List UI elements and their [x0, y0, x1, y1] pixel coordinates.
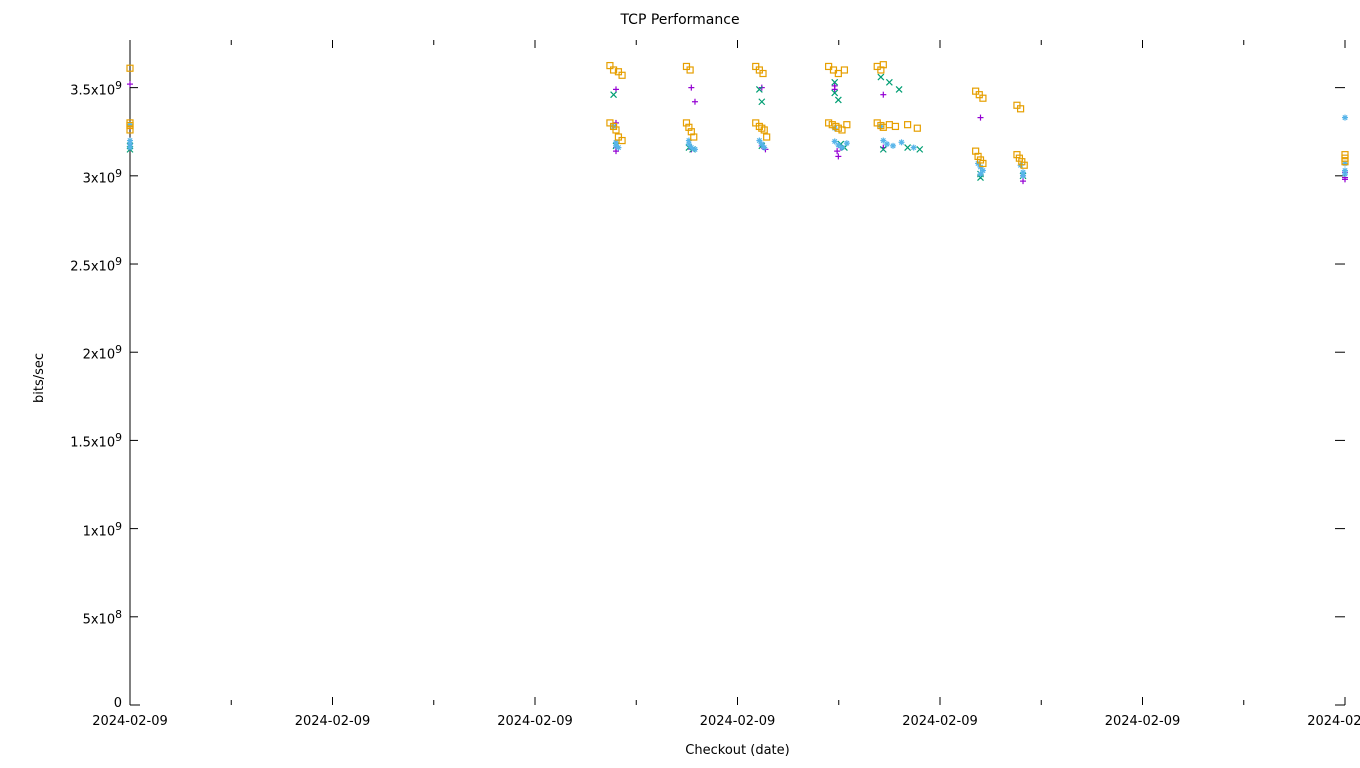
series-series-3 [127, 115, 1348, 179]
series-series-4 [127, 62, 1348, 169]
x-tick-label: 2024-02-09 [295, 714, 371, 729]
x-tick-label: 2024-02-09 [497, 714, 573, 729]
chart-title: TCP Performance [0, 12, 1360, 28]
y-tick-label: 2x109 [83, 343, 122, 362]
x-tick-label: 2024-02-10 [1307, 714, 1360, 729]
x-tick-label: 2024-02-09 [92, 714, 168, 729]
x-tick-label: 2024-02-09 [700, 714, 776, 729]
x-tick-label: 2024-02-09 [902, 714, 978, 729]
y-tick-label: 1.5x109 [70, 431, 122, 450]
y-tick-label: 0 [114, 696, 122, 711]
y-tick-label: 1x109 [83, 520, 122, 539]
y-axis-label: bits/sec [32, 352, 47, 402]
y-tick-label: 3.5x109 [70, 79, 122, 98]
series-series-1 [127, 81, 1348, 184]
y-tick-label: 3x109 [83, 167, 122, 186]
tcp-performance-chart: 2024-02-09 2024-02-09 2024-02-09 2024-02-09… [0, 0, 1360, 768]
chart-container: 2024-02-09 2024-02-09 2024-02-09 2024-02-09… [0, 0, 1360, 768]
y-tick-label: 2.5x109 [70, 255, 122, 274]
x-axis-label: Checkout (date) [130, 743, 1345, 758]
x-tick-label: 2024-02-09 [1105, 714, 1181, 729]
y-tick-label: 5x108 [83, 608, 122, 627]
